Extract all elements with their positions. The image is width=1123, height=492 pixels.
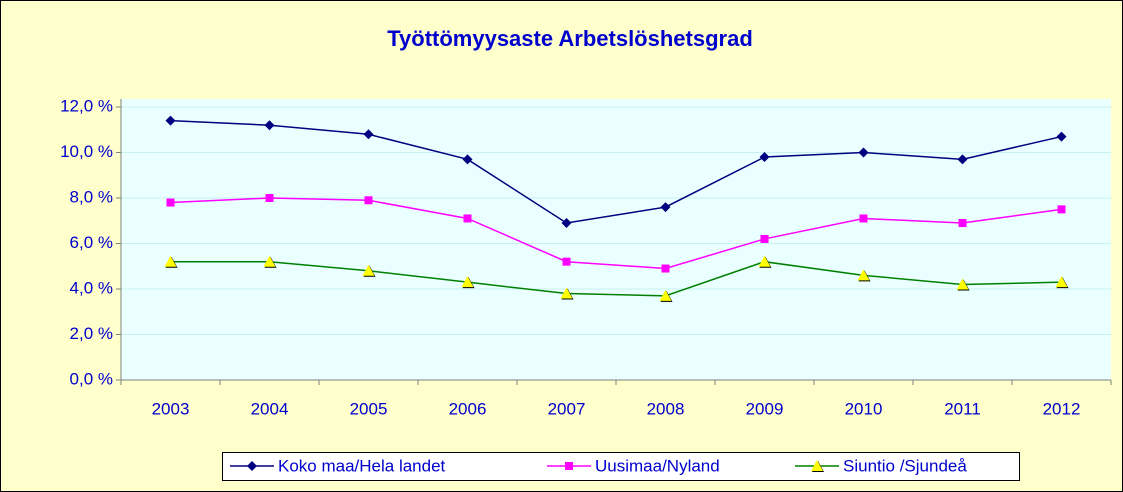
marker [561, 218, 572, 229]
marker [560, 287, 573, 299]
legend-label: Siuntio /Sjundeå [843, 456, 967, 475]
marker [461, 276, 474, 288]
marker [760, 234, 769, 243]
legend-marker [565, 462, 573, 470]
x-tick-label: 2011 [944, 399, 981, 418]
marker [758, 255, 771, 267]
y-tick-label: 0,0 % [70, 369, 113, 388]
marker [164, 255, 177, 267]
marker [858, 147, 869, 158]
y-tick-label: 6,0 % [70, 233, 113, 252]
legend-marker [811, 460, 823, 471]
marker [562, 257, 571, 266]
legend-marker [247, 461, 257, 471]
marker [957, 154, 968, 165]
marker [857, 269, 870, 281]
x-tick-label: 2008 [647, 399, 685, 418]
y-tick-label: 12,0 % [60, 96, 113, 115]
marker [660, 202, 671, 213]
marker [1056, 131, 1067, 142]
x-tick-label: 2006 [449, 399, 487, 418]
marker [363, 129, 374, 140]
marker [166, 198, 175, 207]
x-tick-label: 2012 [1043, 399, 1081, 418]
series-line [170, 197, 1062, 270]
x-tick-label: 2010 [845, 399, 883, 418]
legend-label: Koko maa/Hela landet [278, 456, 446, 475]
x-tick-label: 2004 [251, 399, 289, 418]
marker [165, 115, 176, 126]
y-tick-label: 8,0 % [70, 187, 113, 206]
marker [463, 214, 472, 223]
y-tick-label: 4,0 % [70, 278, 113, 297]
marker [265, 194, 274, 202]
marker [1057, 205, 1066, 214]
marker [956, 278, 969, 290]
marker [661, 264, 670, 273]
x-tick-label: 2009 [746, 399, 784, 418]
marker [364, 196, 373, 205]
series-line [170, 260, 1062, 297]
marker [362, 264, 375, 276]
series-line [170, 119, 1062, 224]
x-tick-label: 2003 [152, 399, 190, 418]
x-tick-label: 2005 [350, 399, 388, 418]
chart-title: Työttömyysaste Arbetslöshetsgrad [387, 26, 753, 51]
marker [659, 289, 672, 301]
marker [462, 154, 473, 165]
marker [263, 255, 276, 267]
marker [264, 120, 275, 131]
marker [859, 214, 868, 223]
marker [1055, 276, 1068, 288]
x-tick-label: 2007 [548, 399, 586, 418]
y-tick-label: 10,0 % [60, 142, 113, 161]
legend-box [222, 452, 1020, 481]
marker [759, 152, 770, 163]
y-tick-label: 2,0 % [70, 324, 113, 343]
marker [958, 219, 967, 228]
plot-area [121, 99, 1111, 380]
legend-label: Uusimaa/Nyland [595, 456, 720, 475]
